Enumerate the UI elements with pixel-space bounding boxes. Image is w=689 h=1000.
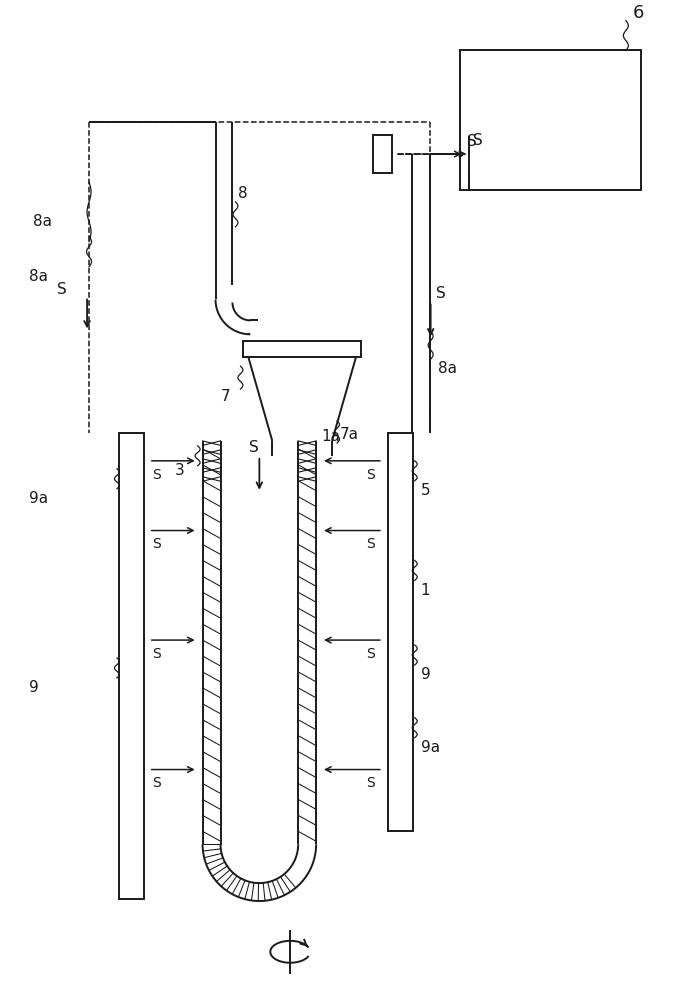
Text: 3: 3	[175, 463, 185, 478]
Text: S: S	[366, 647, 375, 661]
Bar	[119, 433, 144, 899]
Bar	[243, 341, 361, 357]
Text: S: S	[57, 282, 67, 297]
Text: S: S	[249, 440, 259, 455]
Text: 6: 6	[633, 4, 644, 22]
Bar	[373, 135, 392, 173]
Text: 8a: 8a	[33, 214, 52, 229]
Text: S: S	[152, 468, 161, 482]
Text: 9a: 9a	[421, 740, 440, 755]
Text: S: S	[366, 537, 375, 551]
Text: S: S	[152, 776, 161, 790]
Text: 5: 5	[421, 483, 431, 498]
Text: S: S	[473, 133, 483, 148]
Text: S: S	[152, 647, 161, 661]
Text: S: S	[366, 776, 375, 790]
Text: S: S	[366, 468, 375, 482]
Text: S: S	[152, 537, 161, 551]
Text: 9a: 9a	[30, 491, 48, 506]
Bar	[388, 433, 413, 831]
Text: S: S	[468, 134, 477, 149]
Text: 8a: 8a	[30, 269, 48, 284]
Text: 8: 8	[238, 186, 248, 201]
Text: 1a: 1a	[321, 429, 340, 444]
Text: 7: 7	[220, 389, 230, 404]
Text: 1: 1	[421, 583, 431, 598]
Text: 9: 9	[30, 680, 39, 695]
Text: 7a: 7a	[340, 427, 359, 442]
Bar	[460, 50, 641, 190]
Text: 9: 9	[421, 667, 431, 682]
Text: 8a: 8a	[438, 361, 457, 376]
Text: S: S	[435, 286, 445, 301]
